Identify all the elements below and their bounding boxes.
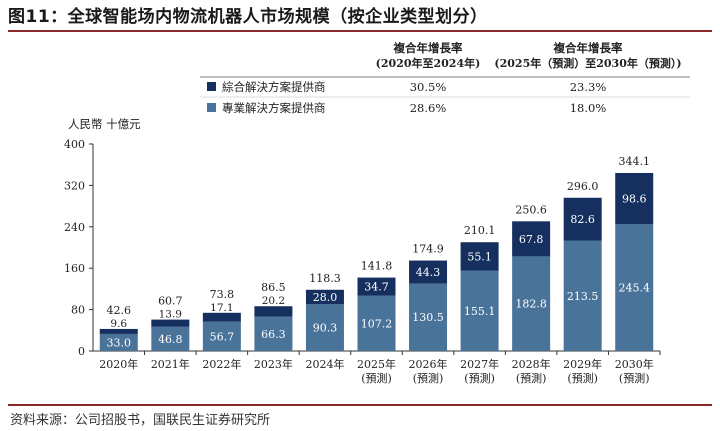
y-tick-label: 80 [71,304,85,317]
bar-integrated [615,172,654,225]
legend-cagr-specialized-2020-2024: 28.6% [410,101,447,115]
data-label-integrated: 17.1 [210,302,233,314]
bar-integrated [460,242,499,271]
cagr-header-2-line2: (2025年（預測）至2030年（預測）) [494,56,681,70]
legend-swatch-specialized [207,103,216,112]
bar-specialized [305,304,344,351]
y-tick-label: 240 [64,221,85,234]
data-label-total: 86.5 [261,281,286,294]
data-label-integrated: 82.6 [570,213,595,226]
data-label-specialized: 56.7 [210,330,235,343]
bar-specialized [254,316,293,351]
data-label-total: 42.6 [107,304,132,317]
bar-specialized [202,321,241,351]
legend-cagr-integrated-2020-2024: 30.5% [410,80,447,94]
x-tick-label: 2029年 [563,357,602,371]
x-tick-label: 2025年 [357,357,396,371]
bar-specialized [615,224,654,351]
data-label-integrated: 98.6 [622,192,647,205]
x-tick-sublabel: (預測) [567,371,598,385]
bar-specialized [460,270,499,351]
data-label-specialized: 155.1 [464,305,496,318]
x-tick-label: 2030年 [615,357,654,371]
bar-integrated [99,328,138,334]
legend-swatch-integrated [207,82,216,91]
data-label-integrated: 44.3 [416,266,441,279]
bar-specialized [409,283,448,351]
data-label-integrated: 55.1 [467,250,492,263]
data-label-integrated: 34.7 [364,281,389,294]
bar-integrated [563,197,602,241]
legend-cagr-integrated-2025-2030: 23.3% [570,80,607,94]
bar-integrated [512,221,551,257]
y-tick-label: 400 [64,138,85,151]
footer-divider [8,404,712,406]
title-divider [8,30,712,32]
data-label-total: 296.0 [567,180,599,193]
data-label-total: 60.7 [158,295,183,308]
data-label-total: 73.8 [210,288,235,301]
data-label-total: 210.1 [464,224,496,237]
bar-specialized [151,326,190,351]
data-label-integrated: 20.2 [262,295,285,307]
figure-title: 图11：全球智能场内物流机器人市场规模（按企业类型划分） [8,7,488,27]
data-label-specialized: 46.8 [158,333,183,346]
x-tick-label: 2024年 [305,357,344,371]
data-label-total: 118.3 [309,272,341,285]
data-label-total: 250.6 [515,203,547,216]
y-axis-label: 人民幣 十億元 [68,117,141,131]
y-tick-label: 160 [64,262,85,275]
data-label-total: 174.9 [412,243,444,256]
data-label-specialized: 130.5 [412,311,444,324]
x-tick-label: 2021年 [151,357,190,371]
data-label-specialized: 66.3 [261,328,286,341]
x-tick-label: 2028年 [512,357,551,371]
legend-label-specialized: 專業解決方案提供商 [222,101,326,115]
bar-integrated [254,306,293,317]
data-label-specialized: 182.8 [515,298,547,311]
x-tick-label: 2022年 [202,357,241,371]
cagr-header-1-line1: 複合年增長率 [393,41,463,55]
bar-integrated [202,312,241,322]
bar-integrated [151,319,190,327]
x-tick-label: 2020年 [99,357,138,371]
data-label-integrated: 13.9 [159,309,182,321]
data-label-specialized: 33.0 [107,336,132,349]
data-label-total: 141.8 [361,260,393,273]
data-label-total: 344.1 [618,155,650,168]
source-note: 资料来源：公司招股书，国联民生证券研究所 [10,413,271,428]
bar-specialized [99,333,138,351]
bar-specialized [512,256,551,351]
cagr-header-2-line1: 複合年增長率 [553,41,623,55]
data-label-integrated: 28.0 [313,291,338,304]
bar-specialized [563,240,602,351]
bar-specialized [357,295,396,351]
x-tick-label: 2023年 [254,357,293,371]
x-tick-sublabel: (預測) [516,371,547,385]
x-tick-label: 2027年 [460,357,499,371]
x-tick-sublabel: (預測) [464,371,495,385]
plot-area: 08016024032040033.09.642.62020年46.813.96… [64,138,661,385]
x-tick-label: 2026年 [409,357,448,371]
data-label-integrated: 9.6 [110,318,127,330]
data-label-specialized: 107.2 [361,317,393,330]
x-tick-sublabel: (預測) [413,371,444,385]
y-tick-label: 0 [78,345,85,358]
bar-integrated [305,289,344,305]
x-tick-sublabel: (預測) [619,371,650,385]
data-label-integrated: 67.8 [519,233,544,246]
stacked-bar-chart: 複合年增長率 (2020年至2024年) 複合年增長率 (2025年（預測）至2… [64,41,690,385]
data-label-specialized: 213.5 [567,290,599,303]
y-tick-label: 320 [64,179,85,192]
x-tick-sublabel: (預測) [361,371,392,385]
bar-integrated [409,260,448,284]
cagr-header-1-line2: (2020年至2024年) [376,56,481,70]
bar-integrated [357,277,396,296]
data-label-specialized: 90.3 [313,322,338,335]
data-label-specialized: 245.4 [618,282,650,295]
legend-cagr-specialized-2025-2030: 18.0% [570,101,607,115]
legend-label-integrated: 綜合解決方案提供商 [222,80,326,94]
